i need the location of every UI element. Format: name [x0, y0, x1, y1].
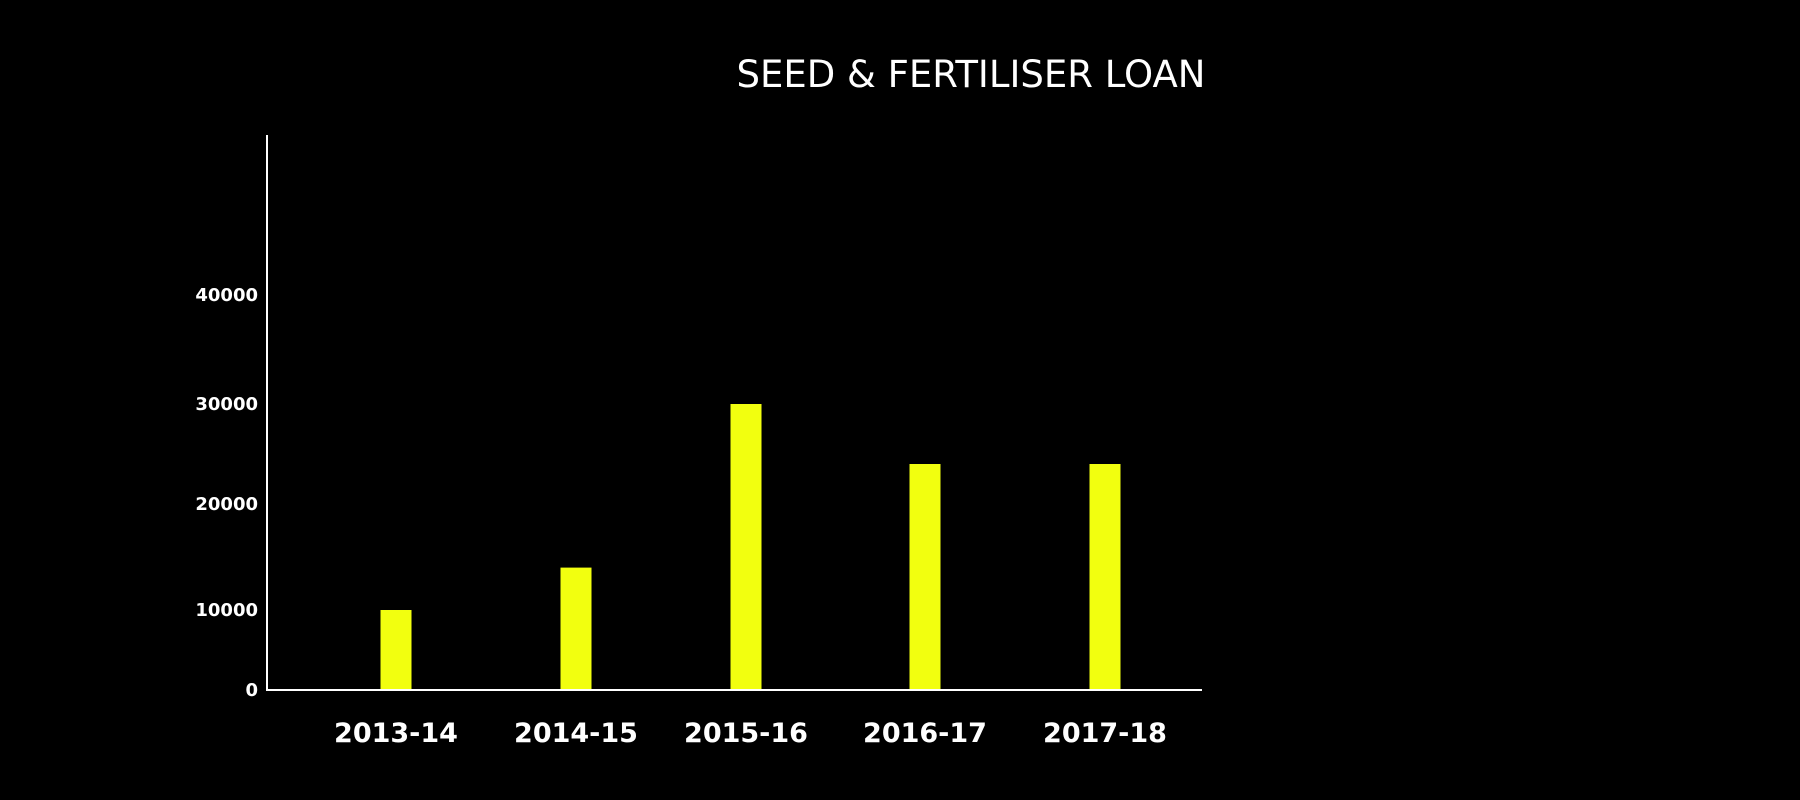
y-tick-label: 30000 — [195, 394, 258, 415]
bar — [1089, 464, 1121, 689]
x-tick-label: 2016-17 — [863, 718, 987, 749]
chart-title: SEED & FERTILISER LOAN — [737, 53, 1206, 96]
x-tick-label: 2013-14 — [334, 718, 458, 749]
bars — [380, 404, 1121, 689]
x-tick-label: 2014-15 — [514, 718, 638, 749]
x-axis-ticks: 2013-14 2014-15 2015-16 2016-17 2017-18 — [334, 718, 1167, 749]
bar — [730, 404, 762, 689]
y-tick-label: 10000 — [195, 600, 258, 621]
y-axis-ticks: 0 10000 20000 30000 40000 — [195, 285, 258, 701]
y-tick-label: 20000 — [195, 494, 258, 515]
bar — [380, 610, 412, 689]
x-tick-label: 2017-18 — [1043, 718, 1167, 749]
y-tick-label: 0 — [245, 680, 258, 701]
y-tick-label: 40000 — [195, 285, 258, 306]
x-tick-label: 2015-16 — [684, 718, 808, 749]
bar — [560, 567, 592, 689]
bar — [909, 464, 941, 689]
